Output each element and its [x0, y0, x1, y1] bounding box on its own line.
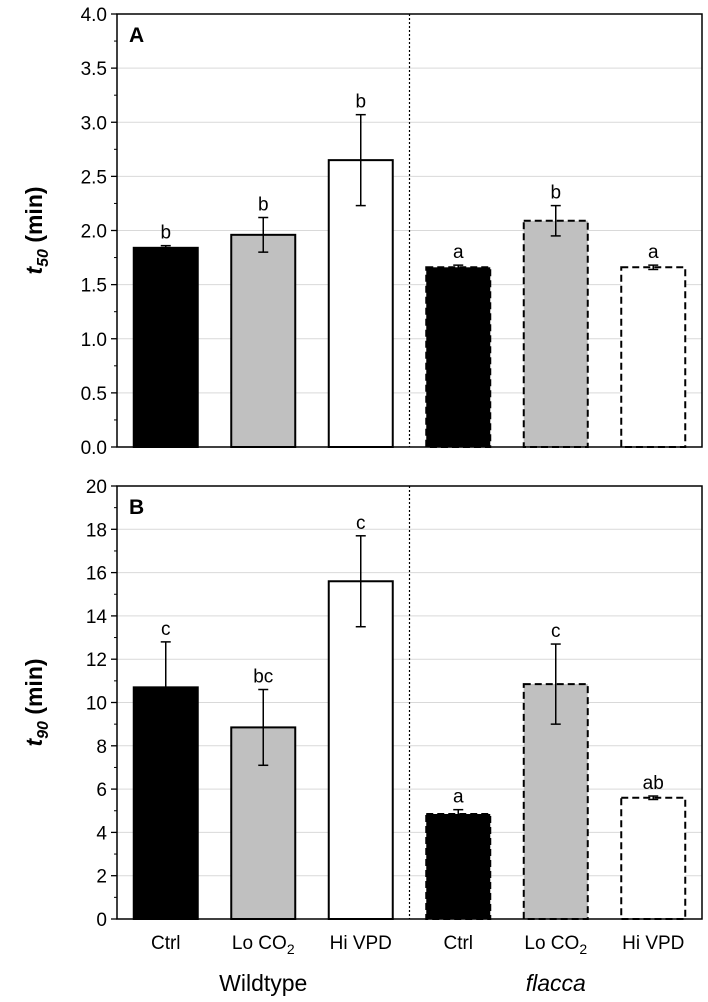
group-label-flacca: flacca	[526, 970, 586, 996]
significance-label: b	[355, 92, 366, 113]
y-tick-label: 0.5	[81, 384, 107, 405]
bar-flacca-hi-vpd	[620, 796, 687, 921]
y-axis-title-variable: t	[21, 738, 47, 747]
y-tick-label: 14	[86, 607, 108, 628]
y-tick-label: 6	[96, 780, 107, 801]
significance-label: b	[550, 183, 561, 204]
y-tick-label: 0	[96, 910, 107, 931]
y-tick-label: 1.0	[81, 330, 107, 351]
significance-label: a	[453, 787, 464, 808]
significance-label: a	[648, 242, 659, 263]
bar-wildtype-ctrl	[132, 246, 199, 448]
y-tick-label: 16	[86, 564, 107, 585]
y-tick-label: 0.0	[81, 438, 107, 459]
y-axis-title-subscript: 90	[35, 721, 52, 739]
bar-wildtype-lo-co2	[230, 233, 297, 448]
y-axis-title: t90 (min)	[21, 658, 52, 746]
plot-frame	[116, 485, 703, 920]
y-tick-label: 4	[96, 823, 107, 844]
bar-flacca-hi-vpd	[620, 266, 687, 448]
significance-label: c	[551, 621, 561, 642]
bar-wildtype-hi-vpd	[327, 580, 394, 920]
y-axis-title-unit: (min)	[21, 658, 47, 721]
y-tick-label: 1.5	[81, 276, 107, 297]
y-tick-label: 12	[86, 650, 107, 671]
x-category-label: Ctrl	[151, 933, 181, 954]
plot-frame	[116, 13, 703, 448]
x-category-subscript: 2	[287, 941, 295, 957]
significance-label: b	[160, 223, 171, 244]
panel-label: B	[129, 496, 144, 519]
panel-label: A	[129, 24, 144, 47]
bar-flacca-ctrl	[425, 812, 492, 920]
x-category-label: Ctrl	[443, 933, 473, 954]
x-category-label: Hi VPD	[622, 933, 684, 954]
x-category-subscript: 2	[579, 941, 587, 957]
y-axis-title: t50 (min)	[21, 186, 52, 274]
y-tick-label: 4.0	[81, 5, 107, 26]
bar-wildtype-hi-vpd	[327, 159, 394, 448]
y-tick-label: 18	[86, 520, 107, 541]
bar-flacca-ctrl	[425, 266, 492, 448]
x-category-label: Lo CO2	[232, 933, 295, 957]
x-category-base: Hi VPD	[622, 933, 684, 954]
y-tick-label: 10	[86, 694, 107, 715]
significance-label: a	[453, 242, 464, 263]
y-tick-label: 3.5	[81, 59, 107, 80]
y-tick-label: 8	[96, 737, 107, 758]
significance-label: c	[161, 619, 171, 640]
x-category-base: Hi VPD	[330, 933, 392, 954]
significance-label: ab	[643, 773, 664, 794]
y-tick-label: 2.0	[81, 222, 107, 243]
y-tick-label: 2	[96, 867, 107, 888]
y-tick-label: 20	[86, 477, 107, 498]
x-category-base: Lo CO	[524, 933, 579, 954]
significance-label: b	[258, 195, 269, 216]
x-category-base: Ctrl	[443, 933, 473, 954]
x-axis-labels: Ctrl Lo CO2 Hi VPD Ctrl Lo CO2 Hi VPDWildtype…	[151, 933, 684, 996]
bar-flacca-lo-co2	[522, 219, 589, 448]
x-category-base: Lo CO	[232, 933, 287, 954]
y-tick-label: 2.5	[81, 167, 107, 188]
x-category-label: Hi VPD	[330, 933, 392, 954]
y-tick-label: 3.0	[81, 113, 107, 134]
x-category-label: Lo CO2	[524, 933, 587, 957]
significance-label: bc	[253, 667, 273, 688]
significance-label: c	[356, 513, 366, 534]
y-axis-title-subscript: 50	[35, 249, 52, 267]
y-axis-title-variable: t	[21, 266, 47, 275]
group-label-wildtype: Wildtype	[219, 970, 307, 996]
x-category-base: Ctrl	[151, 933, 181, 954]
y-axis-title-unit: (min)	[21, 186, 47, 249]
